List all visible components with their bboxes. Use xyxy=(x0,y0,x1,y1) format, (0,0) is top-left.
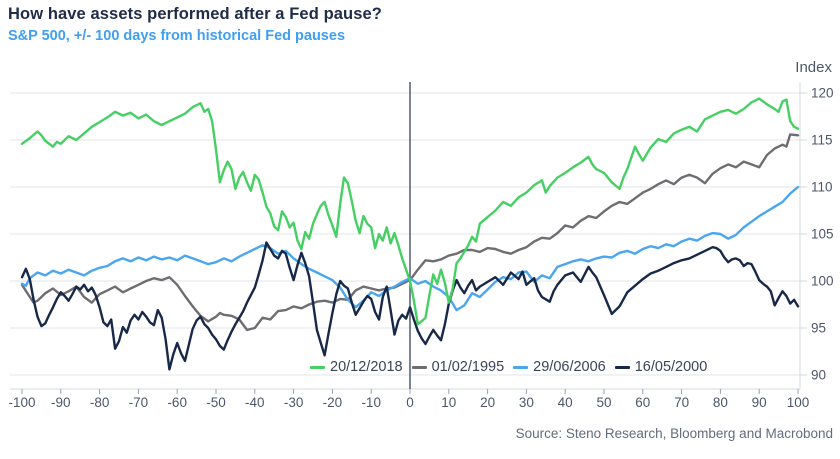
x-axis-tick-label: -70 xyxy=(129,395,149,410)
x-axis-tick-label: -40 xyxy=(245,395,265,410)
x-axis-tick-label: -20 xyxy=(323,395,343,410)
y-axis-tick-label: 100 xyxy=(811,274,834,289)
source-note: Source: Steno Research, Bloomberg and Ma… xyxy=(515,426,833,441)
legend-item-01-02-1995: 01/02/1995 xyxy=(411,359,505,375)
series-line-20-12-2018 xyxy=(20,97,800,326)
legend-item-20-12-2018: 20/12/2018 xyxy=(310,359,403,375)
series-line-16-05-2000 xyxy=(20,241,800,371)
x-axis-tick-label: 40 xyxy=(558,395,573,410)
legend-swatch xyxy=(513,365,529,369)
y-axis-tick-label: 115 xyxy=(811,133,833,148)
legend-swatch xyxy=(310,365,325,369)
chart-title: How have assets performed after a Fed pa… xyxy=(8,5,382,23)
x-axis-tick-label: 60 xyxy=(635,395,650,410)
x-axis-tick-label: -30 xyxy=(284,395,304,410)
x-axis-tick-label: 20 xyxy=(480,395,495,410)
series-line-01-02-1995 xyxy=(20,133,800,332)
y-axis-tick-label: 105 xyxy=(811,227,834,242)
x-axis-tick-label: 80 xyxy=(713,395,728,410)
legend-label: 29/06/2006 xyxy=(533,359,606,375)
legend-item-29-06-2006: 29/06/2006 xyxy=(513,359,606,375)
x-axis-tick-label: -50 xyxy=(206,395,226,410)
legend-label: 16/05/2000 xyxy=(634,359,708,375)
x-axis-tick-label: 0 xyxy=(406,395,414,410)
y-axis-tick-label: 120 xyxy=(811,86,834,101)
y-axis-tick-label: 95 xyxy=(811,321,826,336)
series-line-29-06-2006 xyxy=(20,185,800,312)
chart-subtitle: S&P 500, +/- 100 days from historical Fe… xyxy=(8,28,346,44)
y-axis-title: Index xyxy=(795,59,832,76)
x-axis-tick-label: -90 xyxy=(51,395,71,410)
x-axis-tick-label: 100 xyxy=(787,395,810,410)
x-axis-tick-label: 70 xyxy=(674,395,689,410)
legend: 20/12/2018 01/02/1995 29/06/2006 16/05/2000 xyxy=(310,359,707,375)
legend-item-16-05-2000: 16/05/2000 xyxy=(614,359,708,375)
y-axis-tick-label: 110 xyxy=(811,180,833,195)
x-axis-tick-label: -10 xyxy=(361,395,381,410)
legend-label: 01/02/1995 xyxy=(431,359,505,375)
x-axis-tick-label: 90 xyxy=(752,395,767,410)
x-axis-tick-label: 30 xyxy=(519,395,534,410)
legend-swatch xyxy=(411,365,427,369)
x-axis-tick-label: 50 xyxy=(596,395,611,410)
x-axis-tick-label: -60 xyxy=(167,395,187,410)
legend-swatch xyxy=(614,365,630,369)
y-axis-tick-label: 90 xyxy=(811,368,826,383)
x-axis-tick-label: 10 xyxy=(441,395,456,410)
x-axis-tick-label: -100 xyxy=(8,395,35,410)
x-axis-tick-label: -80 xyxy=(90,395,110,410)
legend-label: 20/12/2018 xyxy=(330,359,403,375)
